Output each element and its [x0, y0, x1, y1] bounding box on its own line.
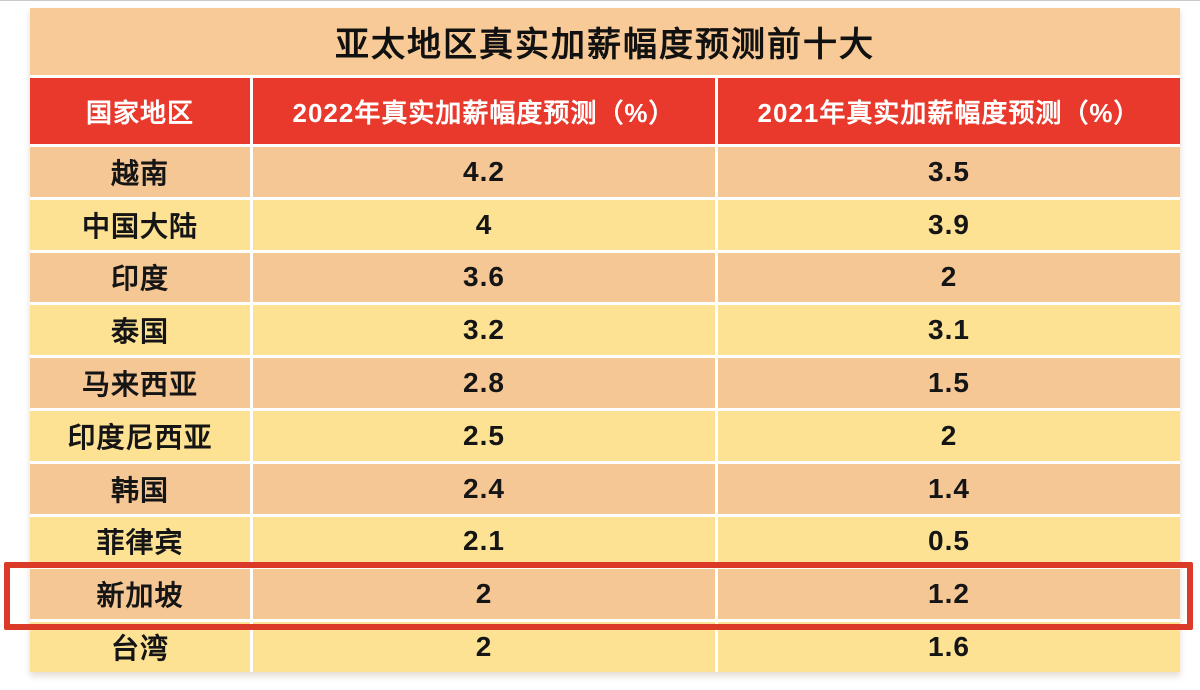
region-cell: 泰国 — [30, 305, 250, 356]
value-2022-cell: 3.6 — [253, 252, 715, 303]
value-2021-cell: 0.5 — [718, 516, 1180, 567]
value-2021-cell: 1.4 — [718, 463, 1180, 514]
column-header-2022-forecast: 2022年真实加薪幅度预测（%） — [253, 78, 715, 144]
value-2021-cell: 1.5 — [718, 358, 1180, 408]
value-2021-cell: 3.1 — [718, 305, 1180, 356]
region-cell: 韩国 — [30, 463, 250, 514]
table-row: 韩国 2.4 1.4 — [30, 463, 1180, 514]
value-2022-cell: 2 — [253, 622, 715, 672]
value-2022-cell: 2.1 — [253, 516, 715, 567]
table-row: 印度 3.6 2 — [30, 252, 1180, 303]
table-row: 印度尼西亚 2.5 2 — [30, 410, 1180, 461]
value-2022-cell: 2.5 — [253, 410, 715, 461]
salary-forecast-table: 亚太地区真实加薪幅度预测前十大 国家地区 2022年真实加薪幅度预测（%） 20… — [30, 8, 1180, 672]
table-title: 亚太地区真实加薪幅度预测前十大 — [30, 8, 1180, 75]
region-cell: 菲律宾 — [30, 516, 250, 567]
value-2021-cell: 2 — [718, 252, 1180, 303]
table-header-row: 国家地区 2022年真实加薪幅度预测（%） 2021年真实加薪幅度预测（%） — [30, 78, 1180, 144]
value-2021-cell: 3.5 — [718, 147, 1180, 197]
table-row: 台湾 2 1.6 — [30, 622, 1180, 672]
value-2021-cell: 3.9 — [718, 199, 1180, 250]
value-2022-cell: 4 — [253, 199, 715, 250]
table-body: 越南 4.2 3.5 中国大陆 4 3.9 印度 3.6 2 泰国 3.2 3.1 马来西亚 2.8 1.5… — [30, 147, 1180, 672]
table-row-highlighted: 新加坡 2 1.2 — [30, 569, 1180, 620]
value-2022-cell: 2 — [253, 569, 715, 620]
region-cell: 新加坡 — [30, 569, 250, 620]
table-row: 泰国 3.2 3.1 — [30, 305, 1180, 356]
table-row: 菲律宾 2.1 0.5 — [30, 516, 1180, 567]
region-cell: 马来西亚 — [30, 358, 250, 408]
table-row: 马来西亚 2.8 1.5 — [30, 358, 1180, 408]
column-header-2021-forecast: 2021年真实加薪幅度预测（%） — [718, 78, 1180, 144]
region-cell: 印度尼西亚 — [30, 410, 250, 461]
column-header-region: 国家地区 — [30, 78, 250, 144]
value-2022-cell: 2.4 — [253, 463, 715, 514]
value-2022-cell: 4.2 — [253, 147, 715, 197]
region-cell: 台湾 — [30, 622, 250, 672]
value-2021-cell: 1.2 — [718, 569, 1180, 620]
region-cell: 越南 — [30, 147, 250, 197]
value-2021-cell: 1.6 — [718, 622, 1180, 672]
value-2022-cell: 3.2 — [253, 305, 715, 356]
value-2022-cell: 2.8 — [253, 358, 715, 408]
value-2021-cell: 2 — [718, 410, 1180, 461]
image-top-edge — [0, 0, 1200, 1]
region-cell: 印度 — [30, 252, 250, 303]
table-row: 越南 4.2 3.5 — [30, 147, 1180, 197]
table-row: 中国大陆 4 3.9 — [30, 199, 1180, 250]
region-cell: 中国大陆 — [30, 199, 250, 250]
